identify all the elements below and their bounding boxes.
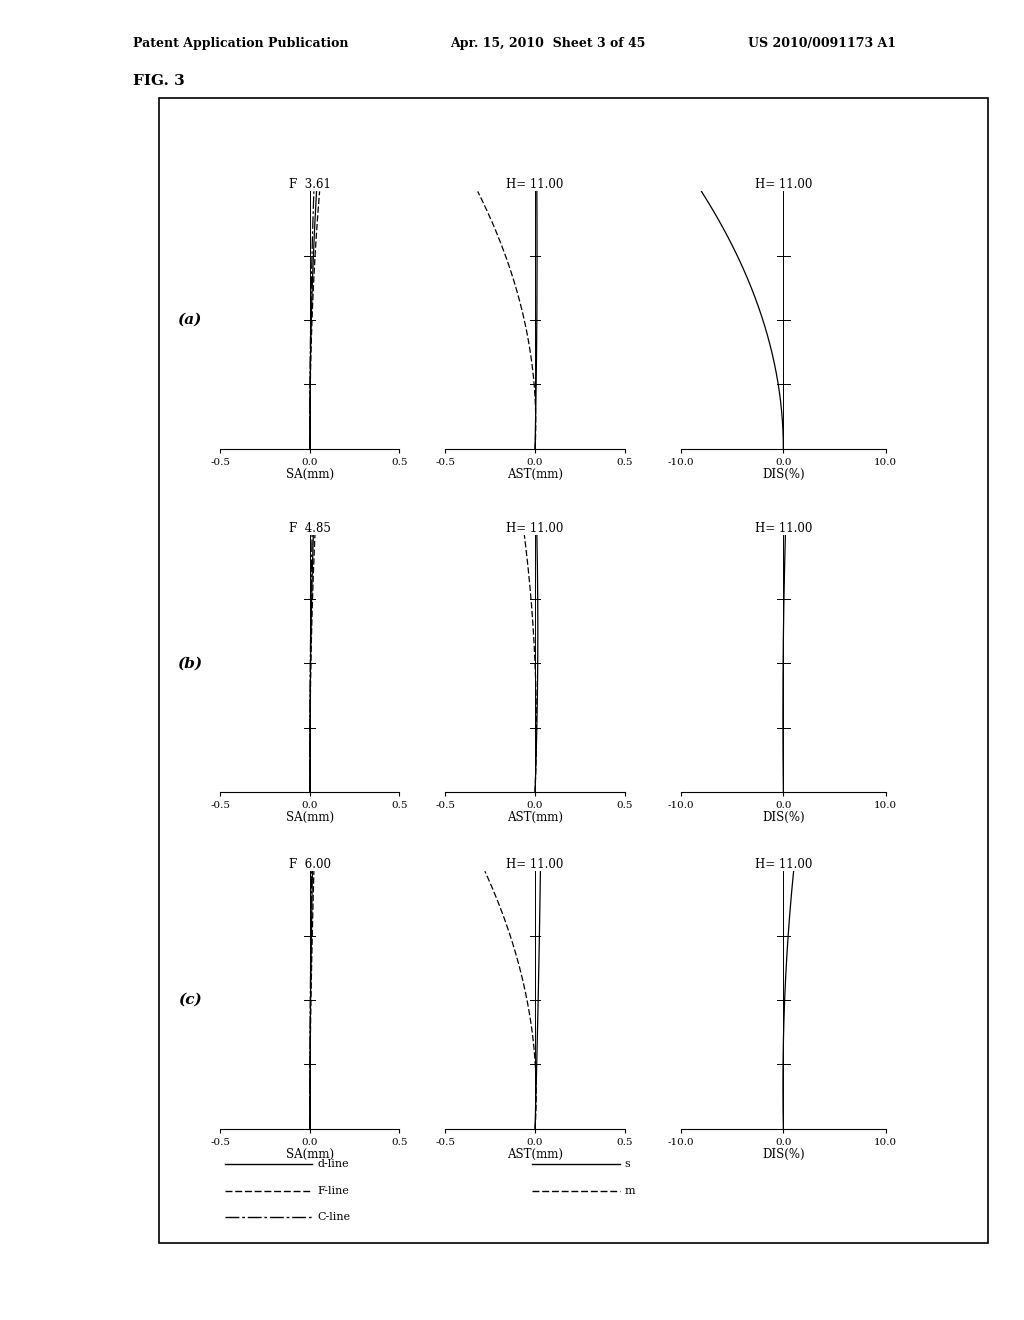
- X-axis label: DIS(%): DIS(%): [762, 1148, 805, 1162]
- Text: (b): (b): [177, 656, 202, 671]
- X-axis label: AST(mm): AST(mm): [507, 1148, 563, 1162]
- Text: Apr. 15, 2010  Sheet 3 of 45: Apr. 15, 2010 Sheet 3 of 45: [451, 37, 646, 50]
- X-axis label: SA(mm): SA(mm): [286, 469, 334, 482]
- Title: H= 11.00: H= 11.00: [755, 178, 812, 191]
- X-axis label: DIS(%): DIS(%): [762, 812, 805, 825]
- Text: (c): (c): [177, 993, 202, 1007]
- Text: (a): (a): [177, 313, 202, 327]
- Text: F-line: F-line: [317, 1185, 349, 1196]
- Text: C-line: C-line: [317, 1212, 350, 1222]
- X-axis label: AST(mm): AST(mm): [507, 812, 563, 825]
- Title: F  6.00: F 6.00: [289, 858, 331, 871]
- Title: H= 11.00: H= 11.00: [506, 858, 564, 871]
- Title: F  3.61: F 3.61: [289, 178, 331, 191]
- Text: d-line: d-line: [317, 1159, 349, 1170]
- Text: s: s: [625, 1159, 631, 1170]
- Text: Patent Application Publication: Patent Application Publication: [133, 37, 348, 50]
- Text: US 2010/0091173 A1: US 2010/0091173 A1: [748, 37, 896, 50]
- Title: H= 11.00: H= 11.00: [506, 178, 564, 191]
- X-axis label: SA(mm): SA(mm): [286, 812, 334, 825]
- Title: H= 11.00: H= 11.00: [755, 858, 812, 871]
- X-axis label: AST(mm): AST(mm): [507, 469, 563, 482]
- X-axis label: SA(mm): SA(mm): [286, 1148, 334, 1162]
- X-axis label: DIS(%): DIS(%): [762, 469, 805, 482]
- Text: m: m: [625, 1185, 635, 1196]
- Title: H= 11.00: H= 11.00: [506, 521, 564, 535]
- Title: H= 11.00: H= 11.00: [755, 521, 812, 535]
- Title: F  4.85: F 4.85: [289, 521, 331, 535]
- Text: FIG. 3: FIG. 3: [133, 74, 185, 88]
